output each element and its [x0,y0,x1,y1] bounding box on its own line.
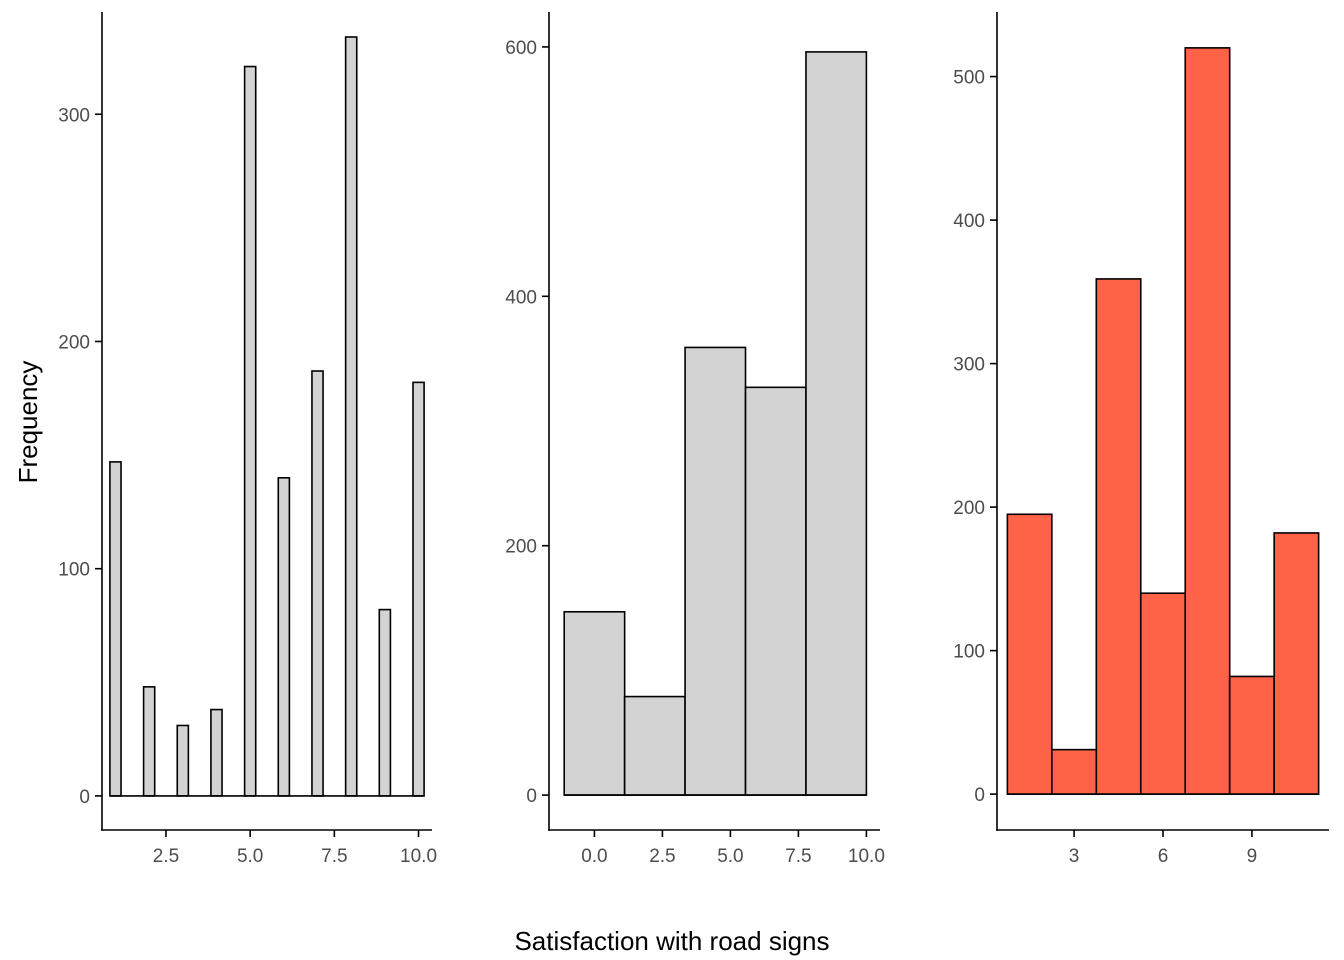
x-tick-label: 5.0 [237,846,263,867]
x-axis-title: Satisfaction with road signs [514,926,829,956]
y-tick-label: 500 [953,68,985,89]
y-tick-label: 400 [505,287,537,308]
panel-2: 0 200 400 600 0.0 2.5 5.0 7.5 10.0 [505,12,885,867]
bar-1 [563,610,626,796]
x-tick-label: 10.0 [848,846,885,867]
bar-9 [378,608,392,797]
x-tick-label: 7.5 [321,846,347,867]
y-tick-label: 400 [953,211,985,232]
bar-5 [243,65,257,797]
x-tick-label: 2.5 [649,846,675,867]
bar-1 [1006,513,1053,795]
panel-3: 0 100 200 300 400 500 3 6 9 [953,12,1329,867]
x-tick-label: 6 [1158,846,1169,867]
bar-2 [142,686,156,797]
bar-5 [805,51,868,796]
bar-8 [344,36,358,797]
bar-2 [1051,748,1098,795]
y-tick-label: 300 [953,355,985,376]
bar-3 [176,724,190,797]
x-tick-label: 5.0 [717,846,743,867]
panels: 0 100 200 300 2.5 5.0 7.5 10.0 0 200 400 600 0.0 2.5 5… [58,12,1329,867]
bar-3 [1095,278,1142,795]
bar-2 [623,695,686,796]
y-tick-label: 200 [505,537,537,558]
bar-7 [1273,532,1320,795]
y-tick-label: 100 [953,642,985,663]
y-tick-label: 0 [79,787,90,808]
bar-5 [1184,47,1231,795]
bar-3 [684,346,747,796]
y-tick-label: 600 [505,38,537,59]
bar-4 [1139,592,1187,795]
y-tick-label: 200 [953,498,985,519]
y-tick-label: 100 [58,560,90,581]
x-tick-label: 10.0 [400,846,437,867]
y-axis-title: Frequency [13,361,43,484]
bar-1 [109,461,122,797]
bar-4 [744,386,807,796]
bar-6 [277,477,291,797]
y-tick-label: 300 [58,105,90,126]
bar-6 [1228,675,1275,795]
y-tick-label: 200 [58,332,90,353]
bar-7 [311,370,324,797]
panel-1: 0 100 200 300 2.5 5.0 7.5 10.0 [58,12,437,867]
x-tick-label: 2.5 [153,846,179,867]
bar-4 [210,708,223,797]
x-tick-label: 7.5 [785,846,811,867]
bar-10 [412,381,425,797]
x-tick-label: 3 [1069,846,1080,867]
y-tick-label: 0 [526,786,537,807]
y-tick-label: 0 [974,785,985,806]
x-tick-label: 9 [1247,846,1258,867]
x-tick-label: 0.0 [581,846,607,867]
